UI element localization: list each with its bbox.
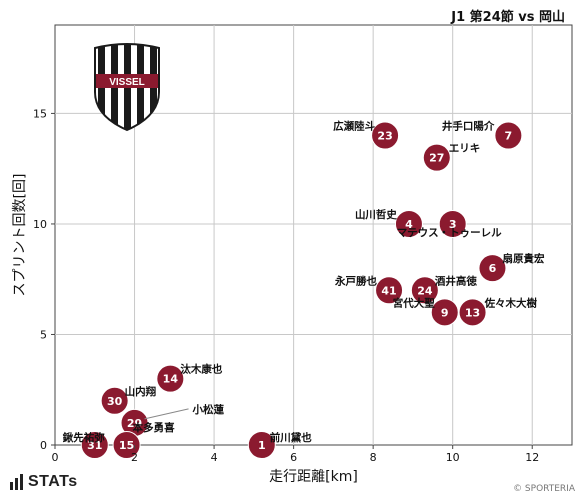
label-leader-line <box>144 408 189 420</box>
point-marker <box>156 364 185 393</box>
credit-text: © SPORTERIA <box>513 484 575 494</box>
point-name-label: 井手口陽介 <box>442 120 495 133</box>
point-number: 15 <box>119 439 134 452</box>
data-point: 41 <box>375 276 404 305</box>
point-number: 13 <box>465 306 480 319</box>
point-name-label: 本多勇喜 <box>133 421 175 434</box>
point-number: 6 <box>489 262 497 275</box>
point-name-label: 山内翔 <box>125 385 156 398</box>
point-name-label: 永戸勝也 <box>334 274 377 287</box>
x-tick-label: 12 <box>525 451 539 464</box>
x-tick-label: 10 <box>446 451 460 464</box>
point-marker <box>394 209 423 238</box>
point-name-label: 佐々木大樹 <box>484 296 538 309</box>
data-point: 1 <box>247 431 276 459</box>
point-marker <box>410 276 439 305</box>
point-number: 7 <box>505 130 513 143</box>
point-marker <box>438 209 467 238</box>
data-point: 4 <box>394 209 423 238</box>
stats-bars-icon <box>10 474 23 490</box>
point-marker <box>458 298 487 327</box>
data-points: 7 23 27 4 3 6 41 24 9 13 14 30 29 15 31 1 <box>80 121 523 459</box>
point-marker <box>112 431 141 459</box>
data-point: 9 <box>430 298 459 327</box>
x-tick-label: 0 <box>52 451 59 464</box>
point-name-label: マテウス・トゥーレル <box>397 227 502 239</box>
point-marker <box>478 254 507 283</box>
data-point: 30 <box>100 386 129 415</box>
point-name-label: 扇原貴宏 <box>502 252 544 265</box>
x-tick-label: 4 <box>211 451 218 464</box>
stats-logo: STATs <box>10 473 78 491</box>
y-tick-label: 5 <box>40 328 47 341</box>
point-name-label: 広瀬陸斗 <box>333 120 375 133</box>
point-marker <box>247 431 276 459</box>
point-name-label: 汰木康也 <box>180 363 222 376</box>
stats-brand-text: STATs <box>28 473 78 490</box>
data-point: 6 <box>478 254 507 283</box>
data-point: 31 <box>80 431 109 459</box>
point-name-label: 山川哲史 <box>355 208 397 221</box>
y-tick-label: 0 <box>40 439 47 452</box>
page-title: J1 第24節 vs 岡山 <box>451 10 565 25</box>
point-name-label: 前川黛也 <box>270 431 312 444</box>
x-tick-label: 6 <box>290 451 297 464</box>
point-number: 1 <box>258 439 266 452</box>
y-tick-label: 10 <box>33 218 47 231</box>
data-point: 23 <box>371 121 400 150</box>
data-point: 3 <box>438 209 467 238</box>
point-name-label: エリキ <box>449 143 481 155</box>
point-number: 31 <box>87 439 102 452</box>
point-marker <box>80 431 109 459</box>
x-axis-label: 走行距離[km] <box>269 468 358 485</box>
point-number: 27 <box>429 152 444 165</box>
logo-text: VISSEL <box>109 77 145 88</box>
point-number: 30 <box>107 395 123 408</box>
point-number: 3 <box>449 218 457 231</box>
point-marker <box>375 276 404 305</box>
point-name-label: 宮代大聖 <box>393 296 435 309</box>
y-tick-label: 15 <box>33 107 47 120</box>
point-number: 41 <box>381 284 396 297</box>
point-number: 4 <box>405 218 413 231</box>
data-point: 13 <box>458 298 487 327</box>
x-tick-label: 8 <box>370 451 377 464</box>
point-marker <box>422 143 451 172</box>
data-point: 14 <box>156 364 185 393</box>
point-number: 29 <box>127 417 142 430</box>
point-name-label: 酒井高徳 <box>435 274 477 287</box>
point-name-label: 小松蓮 <box>192 403 225 416</box>
point-marker <box>100 386 129 415</box>
point-number: 23 <box>377 130 392 143</box>
point-marker <box>494 121 523 150</box>
vissel-crest-logo: VISSEL <box>94 43 160 132</box>
point-number: 9 <box>441 306 449 319</box>
x-tick-label: 2 <box>131 451 138 464</box>
point-marker <box>371 121 400 150</box>
data-point: 24 <box>410 276 439 305</box>
data-point: 7 <box>494 121 523 150</box>
point-number: 14 <box>163 373 179 386</box>
point-number: 24 <box>417 284 433 297</box>
data-point: 29 <box>120 408 149 437</box>
data-point: 27 <box>422 143 451 172</box>
point-name-label: 鍬先祐弥 <box>63 431 105 444</box>
y-axis-label: スプリント回数[回] <box>12 174 28 297</box>
data-point: 15 <box>112 431 141 459</box>
point-marker <box>430 298 459 327</box>
